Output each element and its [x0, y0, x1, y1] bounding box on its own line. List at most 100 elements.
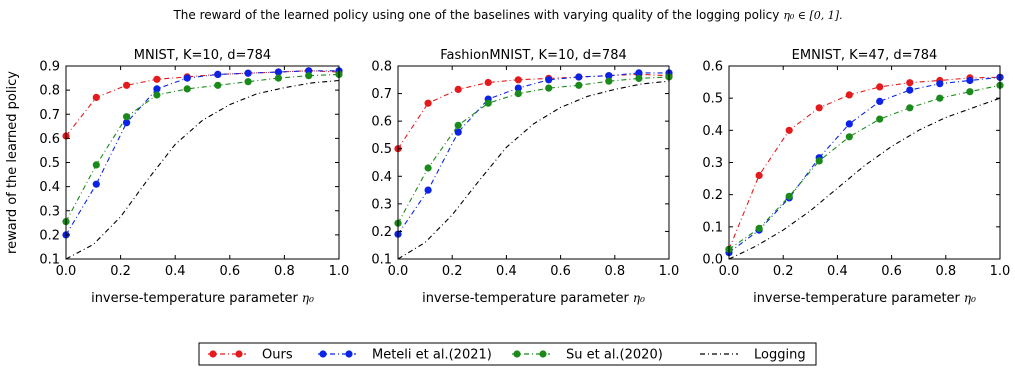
- data-point-su-et-al-2020: [605, 77, 613, 85]
- data-point-su-et-al-2020: [123, 113, 131, 121]
- series-line-su-et-al-2020: [66, 73, 339, 222]
- y-tick-label: 0.8: [39, 84, 60, 99]
- legend: Ours Meteli et al.(2021) Su et al.(2020) Lo…: [198, 342, 817, 366]
- y-tick-label: 0.1: [702, 220, 723, 235]
- x-tick-label: 0.4: [496, 264, 517, 279]
- x-tick-label: 1.0: [329, 264, 350, 279]
- data-point-su-et-al-2020: [244, 78, 252, 86]
- x-tick-label: 0.6: [550, 264, 571, 279]
- data-point-su-et-al-2020: [454, 121, 462, 129]
- data-point-meteli-et-al-2021: [274, 68, 282, 76]
- data-point-su-et-al-2020: [906, 104, 914, 112]
- x-tick-label: 0.4: [165, 264, 186, 279]
- legend-marker: [235, 350, 243, 358]
- data-point-meteli-et-al-2021: [244, 69, 252, 77]
- y-tick-label: 0.8: [371, 60, 392, 75]
- panel-title: FashionMNIST, K=10, d=784: [440, 48, 626, 63]
- legend-marker: [513, 350, 521, 358]
- legend-marker: [209, 350, 217, 358]
- y-tick-label: 0.5: [702, 92, 723, 107]
- legend-item-ours: Ours: [208, 348, 293, 363]
- legend-item-su-et-al-2020: Su et al.(2020): [512, 348, 663, 363]
- x-tick-label: 0.2: [110, 264, 131, 279]
- y-tick-label: 0.5: [39, 156, 60, 171]
- axes-frame: [728, 65, 1001, 260]
- data-point-ours: [876, 83, 884, 91]
- legend-label: Meteli et al.(2021): [372, 348, 492, 363]
- data-point-meteli-et-al-2021: [183, 74, 191, 82]
- data-point-meteli-et-al-2021: [214, 70, 222, 78]
- data-point-ours: [92, 93, 100, 101]
- data-point-su-et-al-2020: [966, 88, 974, 96]
- panel-emnist: EMNIST, K=47, d=784 0.0 0.2 0.4 0.6 0.8 1.0 0.0…: [702, 48, 1010, 306]
- data-point-ours: [424, 99, 432, 107]
- data-point-su-et-al-2020: [183, 85, 191, 93]
- y-tick-label: 0.3: [702, 156, 723, 171]
- series-line-su-et-al-2020: [729, 84, 1000, 250]
- data-point-meteli-et-al-2021: [635, 69, 643, 77]
- y-tick-label: 0.1: [39, 253, 60, 268]
- plot-area: [66, 70, 339, 259]
- data-point-ours: [123, 81, 131, 89]
- x-tick-label: 1.0: [990, 264, 1011, 279]
- x-tick-label: 0.6: [881, 264, 902, 279]
- data-point-ours: [514, 76, 522, 84]
- data-point-meteli-et-al-2021: [153, 85, 161, 93]
- data-point-su-et-al-2020: [545, 84, 553, 92]
- series-line-ours: [398, 73, 669, 150]
- data-point-meteli-et-al-2021: [876, 97, 884, 105]
- data-point-su-et-al-2020: [305, 72, 313, 80]
- y-tick-label: 0.3: [39, 204, 60, 219]
- x-axis-label: inverse-temperature parameter η₀: [91, 291, 314, 306]
- figure-suptitle: The reward of the learned policy using o…: [172, 8, 842, 22]
- panel-fashionmnist: FashionMNIST, K=10, d=784 0.0 0.2 0.4 0.6 0.8…: [371, 48, 679, 306]
- y-tick-label: 0.6: [702, 60, 723, 75]
- data-point-meteli-et-al-2021: [92, 180, 100, 188]
- panel-title: EMNIST, K=47, d=784: [792, 48, 938, 63]
- series-line-ours: [66, 70, 339, 137]
- data-point-meteli-et-al-2021: [575, 73, 583, 81]
- data-point-su-et-al-2020: [274, 74, 282, 82]
- data-point-su-et-al-2020: [214, 81, 222, 89]
- data-point-su-et-al-2020: [845, 133, 853, 141]
- data-point-su-et-al-2020: [92, 161, 100, 169]
- series-line-logging: [729, 97, 1000, 259]
- x-tick-label: 1.0: [659, 264, 680, 279]
- data-point-ours: [815, 104, 823, 112]
- data-point-su-et-al-2020: [635, 74, 643, 82]
- y-tick-label: 0.1: [371, 253, 392, 268]
- y-tick-label: 0.0: [702, 253, 723, 268]
- x-tick-label: 0.0: [56, 264, 77, 279]
- x-tick-label: 0.2: [442, 264, 463, 279]
- data-point-su-et-al-2020: [876, 115, 884, 123]
- axes-frame: [397, 65, 670, 260]
- data-point-su-et-al-2020: [785, 192, 793, 200]
- legend-label: Logging: [754, 348, 806, 363]
- legend-label: Su et al.(2020): [566, 348, 663, 363]
- data-point-su-et-al-2020: [424, 164, 432, 172]
- data-point-meteli-et-al-2021: [545, 76, 553, 84]
- data-point-meteli-et-al-2021: [424, 186, 432, 194]
- y-tick-label: 0.4: [371, 170, 392, 185]
- data-point-meteli-et-al-2021: [454, 128, 462, 136]
- legend-marker: [539, 350, 547, 358]
- data-point-meteli-et-al-2021: [906, 86, 914, 94]
- x-tick-label: 0.8: [274, 264, 295, 279]
- y-tick-label: 0.5: [371, 142, 392, 157]
- y-tick-label: 0.2: [371, 225, 392, 240]
- data-point-ours: [785, 126, 793, 134]
- y-tick-label: 0.3: [371, 197, 392, 212]
- legend-frame: [198, 342, 817, 366]
- data-point-su-et-al-2020: [484, 99, 492, 107]
- legend-item-logging: Logging: [700, 348, 806, 363]
- legend-label: Ours: [262, 348, 293, 363]
- data-point-ours: [755, 171, 763, 179]
- y-tick-label: 0.2: [39, 228, 60, 243]
- data-point-meteli-et-al-2021: [123, 119, 131, 127]
- series-line-ours: [729, 76, 1000, 250]
- y-tick-label: 0.7: [39, 108, 60, 123]
- data-point-meteli-et-al-2021: [936, 80, 944, 88]
- plot-area: [398, 72, 669, 259]
- series-line-logging: [66, 79, 339, 259]
- x-tick-label: 0.8: [604, 264, 625, 279]
